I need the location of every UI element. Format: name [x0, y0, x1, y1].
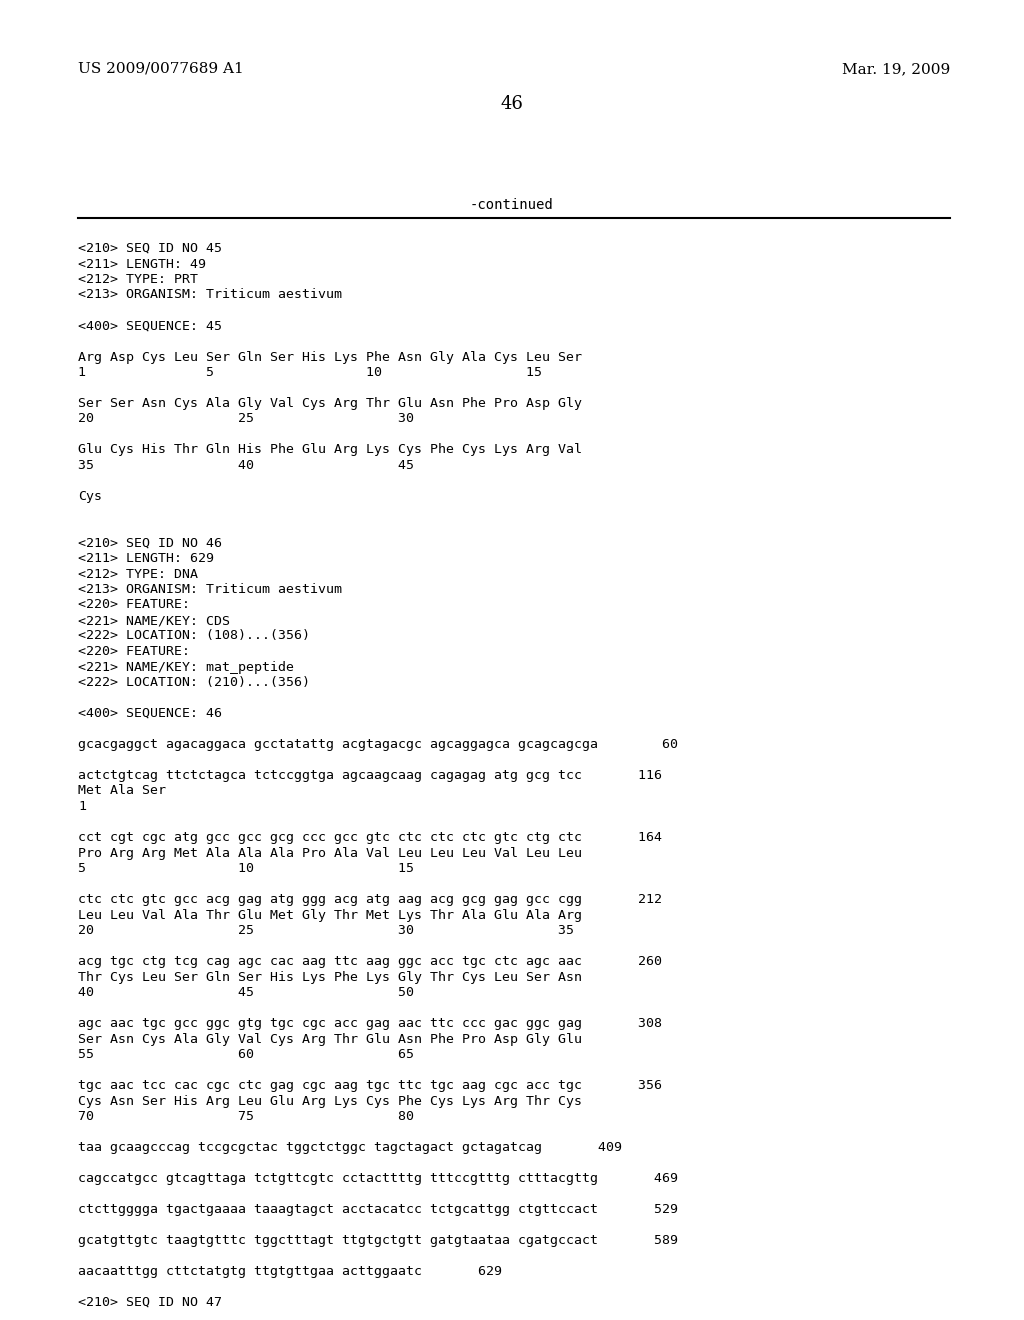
Text: <400> SEQUENCE: 45: <400> SEQUENCE: 45 — [78, 319, 222, 333]
Text: 70                  75                  80: 70 75 80 — [78, 1110, 414, 1123]
Text: <211> LENGTH: 629: <211> LENGTH: 629 — [78, 552, 214, 565]
Text: Ser Ser Asn Cys Ala Gly Val Cys Arg Thr Glu Asn Phe Pro Asp Gly: Ser Ser Asn Cys Ala Gly Val Cys Arg Thr … — [78, 397, 582, 411]
Text: <222> LOCATION: (108)...(356): <222> LOCATION: (108)...(356) — [78, 630, 310, 643]
Text: ctcttgggga tgactgaaaa taaagtagct acctacatcc tctgcattgg ctgttccact       529: ctcttgggga tgactgaaaa taaagtagct acctaca… — [78, 1203, 678, 1216]
Text: tgc aac tcc cac cgc ctc gag cgc aag tgc ttc tgc aag cgc acc tgc       356: tgc aac tcc cac cgc ctc gag cgc aag tgc … — [78, 1078, 662, 1092]
Text: gcacgaggct agacaggaca gcctatattg acgtagacgc agcaggagca gcagcagcga        60: gcacgaggct agacaggaca gcctatattg acgtaga… — [78, 738, 678, 751]
Text: gcatgttgtc taagtgtttc tggctttagt ttgtgctgtt gatgtaataa cgatgccact       589: gcatgttgtc taagtgtttc tggctttagt ttgtgct… — [78, 1234, 678, 1247]
Text: <211> LENGTH: 49: <211> LENGTH: 49 — [78, 257, 206, 271]
Text: 5                   10                  15: 5 10 15 — [78, 862, 414, 875]
Text: Arg Asp Cys Leu Ser Gln Ser His Lys Phe Asn Gly Ala Cys Leu Ser: Arg Asp Cys Leu Ser Gln Ser His Lys Phe … — [78, 351, 582, 363]
Text: actctgtcag ttctctagca tctccggtga agcaagcaag cagagag atg gcg tcc       116: actctgtcag ttctctagca tctccggtga agcaagc… — [78, 770, 662, 781]
Text: <212> TYPE: PRT: <212> TYPE: PRT — [78, 273, 198, 286]
Text: <221> NAME/KEY: CDS: <221> NAME/KEY: CDS — [78, 614, 230, 627]
Text: agc aac tgc gcc ggc gtg tgc cgc acc gag aac ttc ccc gac ggc gag       308: agc aac tgc gcc ggc gtg tgc cgc acc gag … — [78, 1016, 662, 1030]
Text: Cys Asn Ser His Arg Leu Glu Arg Lys Cys Phe Cys Lys Arg Thr Cys: Cys Asn Ser His Arg Leu Glu Arg Lys Cys … — [78, 1094, 582, 1107]
Text: Met Ala Ser: Met Ala Ser — [78, 784, 166, 797]
Text: <212> TYPE: DNA: <212> TYPE: DNA — [78, 568, 198, 581]
Text: <210> SEQ ID NO 45: <210> SEQ ID NO 45 — [78, 242, 222, 255]
Text: acg tgc ctg tcg cag agc cac aag ttc aag ggc acc tgc ctc agc aac       260: acg tgc ctg tcg cag agc cac aag ttc aag … — [78, 954, 662, 968]
Text: cct cgt cgc atg gcc gcc gcg ccc gcc gtc ctc ctc ctc gtc ctg ctc       164: cct cgt cgc atg gcc gcc gcg ccc gcc gtc … — [78, 832, 662, 843]
Text: cagccatgcc gtcagttaga tctgttcgtc cctacttttg tttccgtttg ctttacgttg       469: cagccatgcc gtcagttaga tctgttcgtc cctactt… — [78, 1172, 678, 1185]
Text: <400> SEQUENCE: 46: <400> SEQUENCE: 46 — [78, 708, 222, 719]
Text: <220> FEATURE:: <220> FEATURE: — [78, 598, 190, 611]
Text: <210> SEQ ID NO 47: <210> SEQ ID NO 47 — [78, 1296, 222, 1309]
Text: 55                  60                  65: 55 60 65 — [78, 1048, 414, 1061]
Text: 20                  25                  30: 20 25 30 — [78, 412, 414, 425]
Text: taa gcaagcccag tccgcgctac tggctctggc tagctagact gctagatcag       409: taa gcaagcccag tccgcgctac tggctctggc tag… — [78, 1140, 622, 1154]
Text: Mar. 19, 2009: Mar. 19, 2009 — [842, 62, 950, 77]
Text: 40                  45                  50: 40 45 50 — [78, 986, 414, 999]
Text: -continued: -continued — [470, 198, 554, 213]
Text: 1               5                   10                  15: 1 5 10 15 — [78, 366, 542, 379]
Text: Cys: Cys — [78, 490, 102, 503]
Text: Ser Asn Cys Ala Gly Val Cys Arg Thr Glu Asn Phe Pro Asp Gly Glu: Ser Asn Cys Ala Gly Val Cys Arg Thr Glu … — [78, 1032, 582, 1045]
Text: Glu Cys His Thr Gln His Phe Glu Arg Lys Cys Phe Cys Lys Arg Val: Glu Cys His Thr Gln His Phe Glu Arg Lys … — [78, 444, 582, 457]
Text: ctc ctc gtc gcc acg gag atg ggg acg atg aag acg gcg gag gcc cgg       212: ctc ctc gtc gcc acg gag atg ggg acg atg … — [78, 894, 662, 906]
Text: <213> ORGANISM: Triticum aestivum: <213> ORGANISM: Triticum aestivum — [78, 289, 342, 301]
Text: US 2009/0077689 A1: US 2009/0077689 A1 — [78, 62, 244, 77]
Text: Pro Arg Arg Met Ala Ala Ala Pro Ala Val Leu Leu Leu Val Leu Leu: Pro Arg Arg Met Ala Ala Ala Pro Ala Val … — [78, 846, 582, 859]
Text: <210> SEQ ID NO 46: <210> SEQ ID NO 46 — [78, 536, 222, 549]
Text: Thr Cys Leu Ser Gln Ser His Lys Phe Lys Gly Thr Cys Leu Ser Asn: Thr Cys Leu Ser Gln Ser His Lys Phe Lys … — [78, 970, 582, 983]
Text: 1: 1 — [78, 800, 86, 813]
Text: Leu Leu Val Ala Thr Glu Met Gly Thr Met Lys Thr Ala Glu Ala Arg: Leu Leu Val Ala Thr Glu Met Gly Thr Met … — [78, 908, 582, 921]
Text: 35                  40                  45: 35 40 45 — [78, 459, 414, 473]
Text: <213> ORGANISM: Triticum aestivum: <213> ORGANISM: Triticum aestivum — [78, 583, 342, 597]
Text: <222> LOCATION: (210)...(356): <222> LOCATION: (210)...(356) — [78, 676, 310, 689]
Text: aacaatttgg cttctatgtg ttgtgttgaa acttggaatc       629: aacaatttgg cttctatgtg ttgtgttgaa acttgga… — [78, 1265, 502, 1278]
Text: 20                  25                  30                  35: 20 25 30 35 — [78, 924, 574, 937]
Text: 46: 46 — [501, 95, 523, 114]
Text: <221> NAME/KEY: mat_peptide: <221> NAME/KEY: mat_peptide — [78, 660, 294, 673]
Text: <220> FEATURE:: <220> FEATURE: — [78, 645, 190, 657]
